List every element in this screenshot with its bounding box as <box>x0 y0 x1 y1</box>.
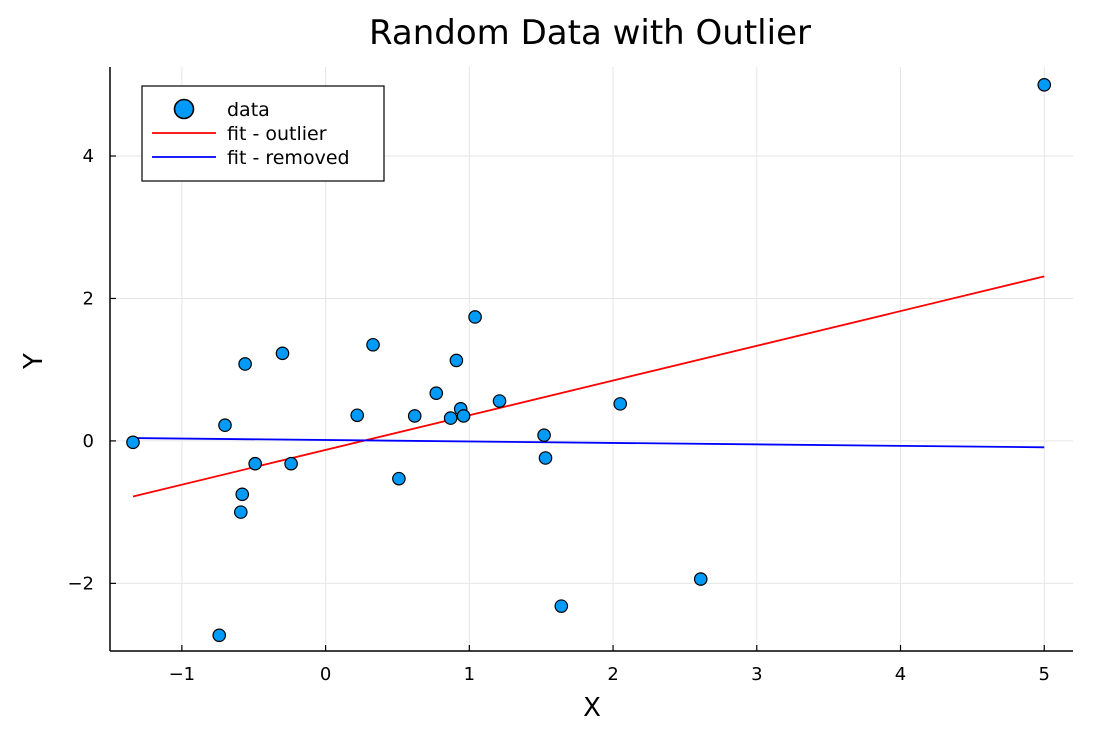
grid <box>110 67 1073 651</box>
data-point <box>1037 78 1052 92</box>
data-point <box>613 397 628 411</box>
data-point <box>456 409 471 423</box>
data-point <box>126 435 140 450</box>
legend-label-fit-outlier: fit - outlier <box>227 123 327 145</box>
data-point <box>235 487 250 502</box>
x-tick-label: −1 <box>169 664 196 685</box>
axes: −1 0 1 2 3 4 5 −2 0 2 4 <box>67 67 1073 685</box>
data-point <box>218 418 232 433</box>
data-point <box>392 471 406 486</box>
x-tick-label: 5 <box>1039 664 1050 685</box>
data-point <box>429 386 444 400</box>
legend: data fit - outlier fit - removed <box>141 85 385 182</box>
data-point <box>275 346 290 361</box>
data-point <box>443 411 458 425</box>
data-point <box>350 408 365 423</box>
data-point <box>554 599 569 613</box>
data-point <box>212 628 227 643</box>
data-point <box>538 451 553 465</box>
y-tick-label: 4 <box>83 146 94 167</box>
data-point <box>248 456 262 471</box>
x-tick-label: 1 <box>464 664 475 685</box>
x-tick-label: 0 <box>320 664 331 685</box>
x-axis-label: X <box>583 693 601 723</box>
x-tick-label: 3 <box>751 664 762 685</box>
legend-label-fit-removed: fit - removed <box>227 147 350 169</box>
data-point <box>233 505 248 519</box>
fit-line-fit-removed <box>132 437 1045 449</box>
chart-title: Random Data with Outlier <box>369 13 811 53</box>
plot-area <box>126 78 1052 643</box>
data-point <box>407 409 422 423</box>
data-point <box>238 357 252 371</box>
data-point <box>468 310 482 324</box>
data-point <box>537 428 551 443</box>
y-tick-label: 0 <box>83 431 94 452</box>
legend-label-data: data <box>227 99 270 121</box>
data-point <box>449 353 464 368</box>
data-point <box>284 456 298 471</box>
x-tick-label: 2 <box>607 664 618 685</box>
data-point <box>492 394 507 408</box>
x-tick-label: 4 <box>895 664 906 685</box>
y-tick-label: 2 <box>83 288 94 309</box>
y-tick-label: −2 <box>67 573 94 594</box>
data-point <box>366 337 380 352</box>
y-axis-label: Y <box>19 353 49 370</box>
fit-line-fit-outlier <box>132 275 1045 498</box>
data-point <box>693 572 708 586</box>
legend-marker-data <box>173 98 195 120</box>
